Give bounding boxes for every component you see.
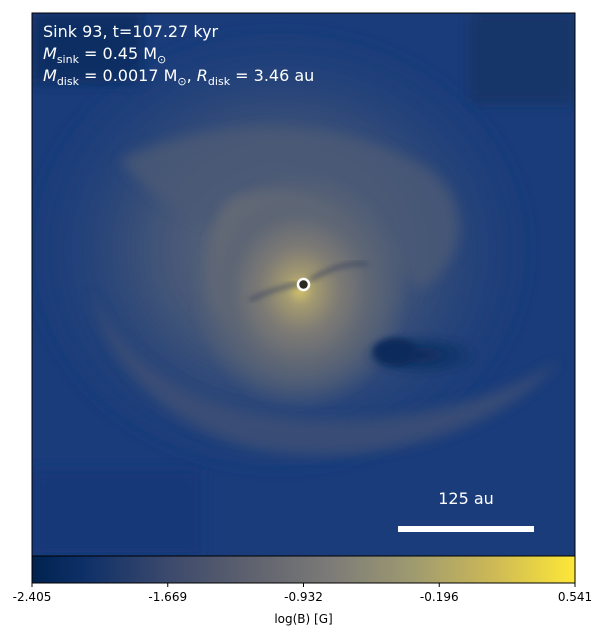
colorbar-tick-label: -0.196 (420, 590, 459, 604)
info-line-3: Mdisk = 0.0017 M⊙, Rdisk = 3.46 au (43, 66, 314, 88)
info-line-1: Sink 93, t=107.27 kyr (43, 22, 219, 41)
info-line-2: Msink = 0.45 M⊙ (43, 44, 166, 66)
colorbar-tick-label: -2.405 (13, 590, 52, 604)
colorbar-tick-label: -0.932 (284, 590, 323, 604)
sink-marker-icon (296, 277, 311, 292)
colorbar (31, 555, 576, 584)
scale-bar (398, 526, 534, 532)
scale-bar-label: 125 au (438, 489, 494, 508)
colorbar-ticks: -2.405 -1.669 -0.932 -0.196 0.541 (13, 583, 592, 604)
colorbar-tick-label: 0.541 (558, 590, 592, 604)
colorbar-label: log(B) [G] (274, 612, 332, 626)
colorbar-tick-label: -1.669 (148, 590, 187, 604)
